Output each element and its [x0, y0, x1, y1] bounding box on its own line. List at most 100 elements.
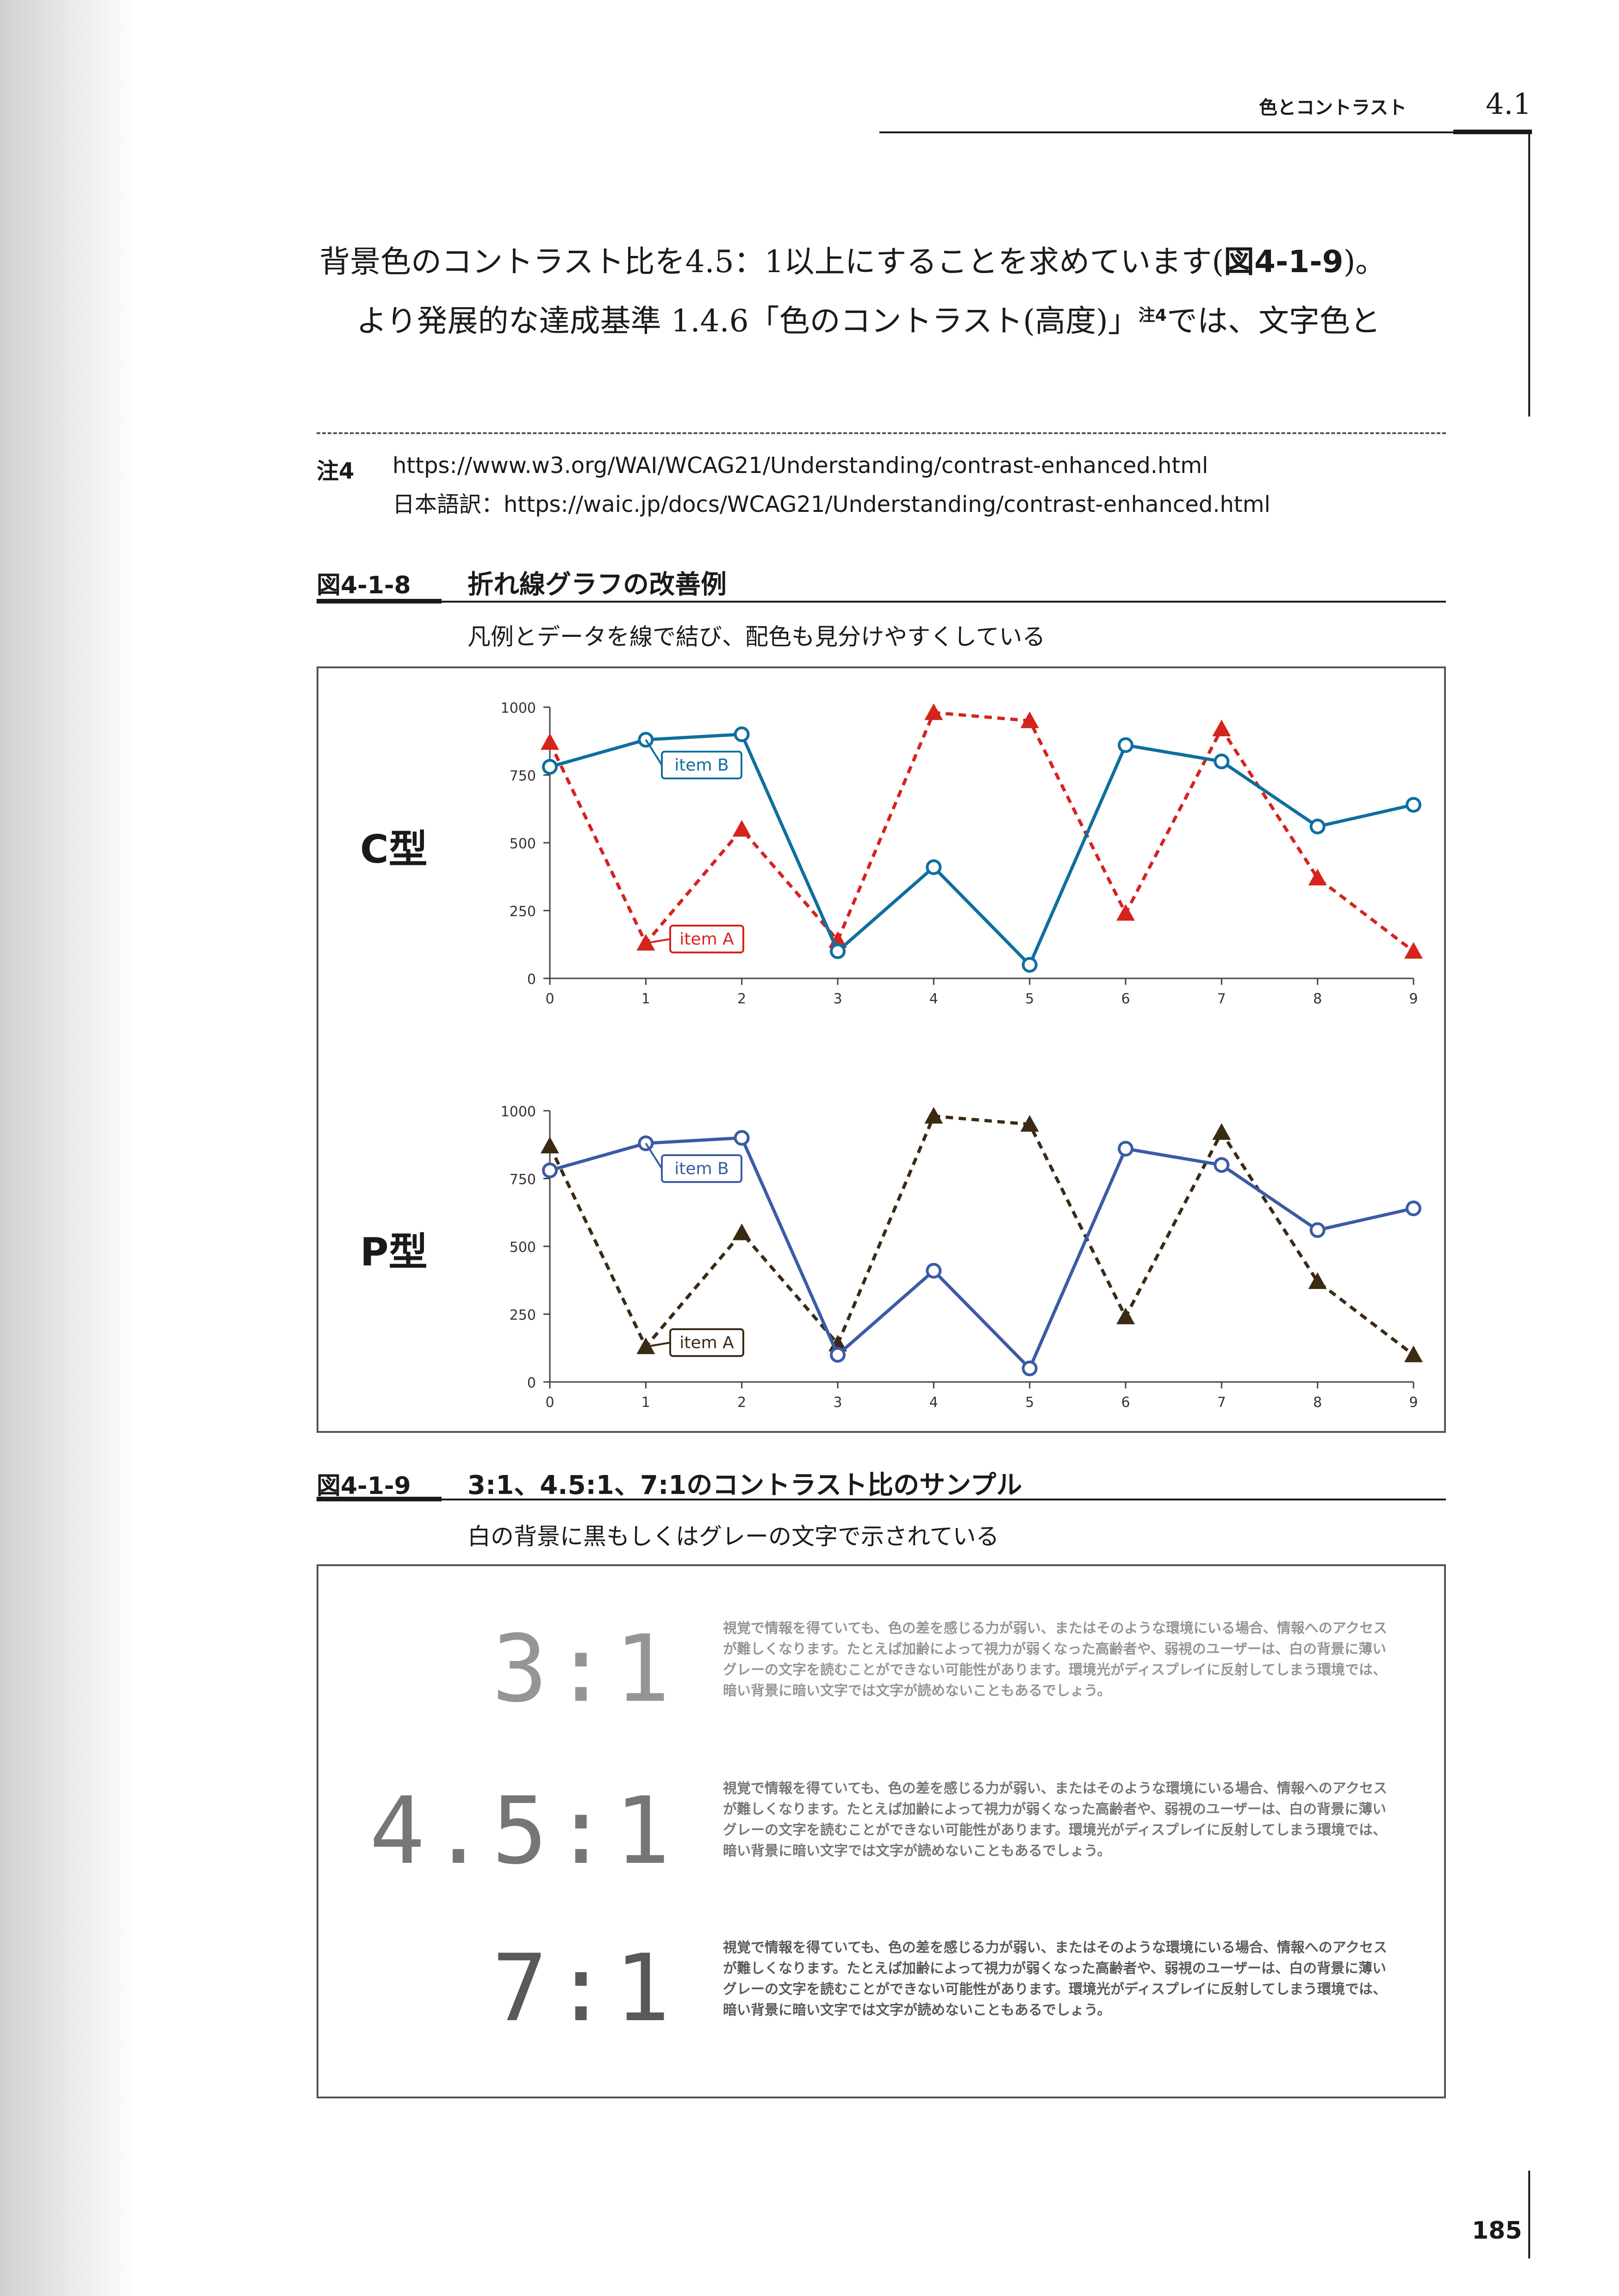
- note-label: 注4: [317, 458, 355, 484]
- legend-leader-line: [645, 1143, 663, 1170]
- section-number: 4.1: [1486, 87, 1532, 121]
- figure-8-label: 図4-1-8: [317, 572, 411, 599]
- data-point-item-a: [1212, 719, 1231, 736]
- contrast-ratio-3-1: 3:1: [492, 1615, 676, 1723]
- data-point-item-a: [1308, 1272, 1327, 1289]
- body-line-1: 背景色のコントラスト比を4.5：1以上にすることを求めています(図4-1-9)。: [319, 244, 1386, 280]
- data-point-item-b: [1021, 957, 1038, 973]
- data-point-item-a: [924, 703, 943, 720]
- note-japanese-url: 日本語訳：https://waic.jp/docs/WCAG21/Underst…: [392, 492, 1270, 517]
- note-divider: [317, 432, 1446, 434]
- data-point-item-b: [1309, 1222, 1326, 1238]
- x-tick-label: 2: [737, 991, 746, 1007]
- note-url: https://www.w3.org/WAI/WCAG21/Understand…: [392, 453, 1208, 479]
- figure-9-box: [317, 1564, 1446, 2098]
- x-tick-label: 9: [1409, 991, 1418, 1007]
- sample-text-4-5-1: 視覚で情報を得ていても、色の差を感じる力が弱い、またはそのような環境にいる場合、…: [723, 1780, 1388, 1859]
- chart-c-label: C型: [360, 827, 428, 872]
- x-tick-label: 1: [641, 991, 650, 1007]
- y-tick-label: 750: [510, 768, 536, 784]
- y-tick-label: 250: [510, 904, 536, 920]
- line-chart-c: 0 250 500 750 1000 0 1 2 3 4 5 6 7 8 9 item A item B: [501, 700, 1423, 1007]
- data-point-item-b: [1118, 737, 1133, 753]
- y-tick-label: 0: [527, 971, 536, 988]
- figure-8-rule-accent: [317, 599, 442, 604]
- legend-tag-box: [669, 1328, 744, 1357]
- legend-tag-label: item B: [674, 756, 729, 775]
- header-rule: [879, 131, 1532, 133]
- x-tick-label: 7: [1217, 1394, 1226, 1411]
- data-point-item-a: [1212, 1123, 1231, 1140]
- contrast-ratio-7-1: 7:1: [492, 1935, 676, 2042]
- body-line-2: より発展的な達成基準 1.4.6「色のコントラスト(高度)」注4では、文字色と: [356, 303, 1381, 339]
- y-tick-label: 1000: [501, 1104, 536, 1120]
- legend-tag-label: item A: [679, 1333, 734, 1352]
- chart-p-label: P型: [360, 1229, 428, 1275]
- data-point-item-b: [830, 1347, 846, 1363]
- line-chart-p: 0 250 500 750 1000 0 1 2 3 4 5 6 7 8 9 item A item B: [501, 1104, 1423, 1411]
- legend-tag-label: item A: [679, 930, 734, 949]
- data-point-item-b: [734, 1130, 750, 1146]
- page-number: 185: [1472, 2217, 1522, 2245]
- x-tick-label: 9: [1409, 1394, 1418, 1411]
- figure-8-title: 折れ線グラフの改善例: [467, 570, 727, 600]
- data-point-item-b: [1214, 753, 1230, 770]
- data-point-item-b: [1406, 796, 1421, 813]
- data-point-item-a: [1020, 711, 1039, 728]
- side-rule-bottom: [1528, 2171, 1530, 2259]
- legend-leader-line: [646, 1342, 671, 1348]
- header-rule-accent: [1453, 130, 1532, 134]
- figure-9-title: 3:1、4.5:1、7:1のコントラスト比のサンプル: [467, 1470, 1022, 1500]
- x-tick-label: 1: [641, 1394, 650, 1411]
- data-point-item-b: [926, 1263, 942, 1279]
- x-tick-label: 0: [545, 1394, 554, 1411]
- legend-tag-box: [669, 925, 744, 953]
- y-tick-label: 1000: [501, 700, 536, 716]
- figure-reference: 図4-1-9: [1224, 244, 1344, 280]
- x-tick-label: 4: [929, 991, 938, 1007]
- x-tick-label: 0: [545, 991, 554, 1007]
- legend-tag-box: [661, 1154, 742, 1183]
- sample-text-3-1: 視覚で情報を得ていても、色の差を感じる力が弱い、またはそのような環境にいる場合、…: [723, 1620, 1388, 1699]
- data-point-item-b: [542, 1162, 558, 1178]
- contrast-ratio-4-5-1: 4.5:1: [369, 1777, 676, 1885]
- data-point-item-b: [542, 759, 558, 775]
- y-tick-label: 500: [510, 1239, 536, 1256]
- data-point-item-a: [732, 820, 751, 837]
- figure-8-caption: 凡例とデータを線で結び、配色も見分けやすくしている: [467, 623, 1046, 650]
- side-rule-top: [1528, 130, 1530, 417]
- data-point-item-a: [1404, 942, 1423, 959]
- x-tick-label: 4: [929, 1394, 938, 1411]
- x-tick-label: 3: [833, 991, 842, 1007]
- figure-9-rule: [317, 1499, 1446, 1500]
- legend-leader-line: [646, 938, 671, 944]
- data-point-item-a: [1020, 1115, 1039, 1132]
- y-tick-label: 500: [510, 836, 536, 852]
- data-point-item-b: [1118, 1141, 1133, 1157]
- data-point-item-b: [1214, 1157, 1230, 1173]
- legend-leader-line: [645, 739, 663, 766]
- data-point-item-a: [1116, 904, 1135, 921]
- data-point-item-a: [732, 1223, 751, 1240]
- data-point-item-b: [830, 943, 846, 959]
- x-tick-label: 3: [833, 1394, 842, 1411]
- y-tick-label: 250: [510, 1307, 536, 1324]
- x-tick-label: 5: [1025, 991, 1034, 1007]
- data-point-item-b: [734, 726, 750, 742]
- x-tick-label: 7: [1217, 991, 1226, 1007]
- data-point-item-b: [1309, 818, 1326, 834]
- data-point-item-a: [924, 1107, 943, 1124]
- figure-9-rule-accent: [317, 1497, 442, 1501]
- series-line-item-b: [549, 1136, 1414, 1371]
- data-point-item-a: [1308, 869, 1327, 886]
- x-tick-label: 6: [1121, 991, 1130, 1007]
- data-point-item-b: [1021, 1360, 1038, 1376]
- sample-text-7-1: 視覚で情報を得ていても、色の差を感じる力が弱い、またはそのような環境にいる場合、…: [723, 1940, 1388, 2018]
- y-tick-label: 0: [527, 1375, 536, 1391]
- x-tick-label: 8: [1313, 991, 1322, 1007]
- legend-tag-box: [661, 751, 742, 779]
- figure-9-caption: 白の背景に黒もしくはグレーの文字で示されている: [467, 1523, 999, 1550]
- data-point-item-a: [541, 733, 559, 750]
- figure-8-box: [317, 666, 1446, 1433]
- page-gutter-shadow: [0, 0, 139, 2296]
